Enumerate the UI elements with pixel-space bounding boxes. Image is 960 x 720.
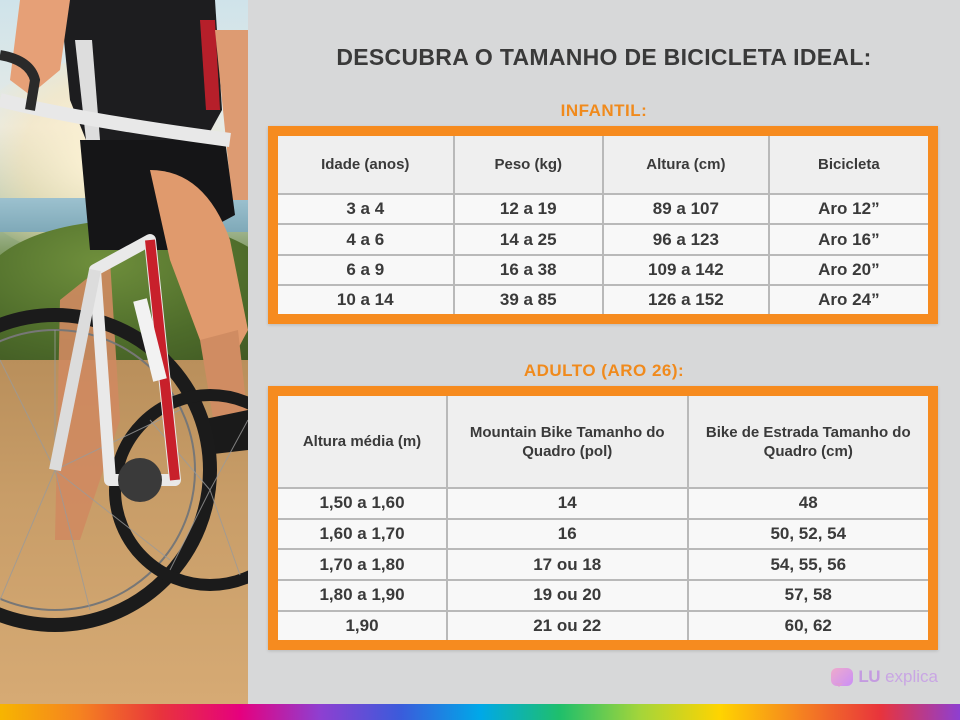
column-header: Altura (cm) bbox=[602, 136, 770, 195]
table-header-row: Idade (anos) Peso (kg) Altura (cm) Bicic… bbox=[278, 136, 928, 195]
table-cell: 16 a 38 bbox=[452, 253, 604, 287]
table-cell: 96 a 123 bbox=[602, 223, 770, 256]
table-row: 10 a 14 39 a 85 126 a 152 Aro 24” bbox=[278, 284, 928, 314]
table-cell: 39 a 85 bbox=[452, 284, 604, 314]
table-cell: Aro 24” bbox=[767, 284, 928, 314]
bicycle-rider-illustration bbox=[0, 0, 248, 632]
table-cell: 54, 55, 56 bbox=[686, 548, 928, 582]
table-cell: 126 a 152 bbox=[602, 284, 770, 314]
table-cell: 12 a 19 bbox=[452, 192, 604, 226]
page-title: DESCUBRA O TAMANHO DE BICICLETA IDEAL: bbox=[336, 44, 872, 70]
adulto-table-frame: Altura média (m) Mountain Bike Tamanho d… bbox=[268, 386, 938, 650]
table-cell: 4 a 6 bbox=[278, 223, 455, 256]
cyclist-photo bbox=[0, 0, 248, 704]
infantil-heading: INFANTIL: bbox=[560, 101, 648, 120]
brand-explica: explica bbox=[885, 667, 938, 686]
adulto-heading: ADULTO (ARO 26): bbox=[523, 361, 685, 380]
lu-explica-logo: LU explica bbox=[831, 667, 938, 687]
table-cell: 6 a 9 bbox=[278, 253, 455, 287]
rainbow-bar bbox=[0, 704, 960, 720]
table-cell: 1,50 a 1,60 bbox=[278, 487, 448, 520]
table-cell: 109 a 142 bbox=[602, 253, 770, 287]
table-row: 1,70 a 1,80 17 ou 18 54, 55, 56 bbox=[278, 548, 928, 582]
column-header: Bike de Estrada Tamanho do Quadro (cm) bbox=[686, 396, 928, 489]
table-row: 3 a 4 12 a 19 89 a 107 Aro 12” bbox=[278, 192, 928, 226]
table-cell: 14 bbox=[446, 487, 689, 520]
table-cell: Aro 16” bbox=[767, 223, 928, 256]
table-cell: 10 a 14 bbox=[278, 284, 455, 314]
table-cell: Aro 20” bbox=[767, 253, 928, 287]
table-row: 1,60 a 1,70 16 50, 52, 54 bbox=[278, 517, 928, 551]
speech-bubble-icon bbox=[831, 668, 854, 687]
table-cell: 57, 58 bbox=[686, 579, 928, 612]
column-header: Peso (kg) bbox=[452, 136, 604, 195]
table-cell: 21 ou 22 bbox=[446, 609, 689, 640]
table-cell: 1,80 a 1,90 bbox=[278, 579, 448, 612]
column-header: Idade (anos) bbox=[278, 136, 455, 195]
column-header: Mountain Bike Tamanho do Quadro (pol) bbox=[446, 396, 689, 489]
table-row: 6 a 9 16 a 38 109 a 142 Aro 20” bbox=[278, 253, 928, 287]
column-header: Bicicleta bbox=[767, 136, 928, 195]
table-header-row: Altura média (m) Mountain Bike Tamanho d… bbox=[278, 396, 928, 489]
table-cell: 16 bbox=[446, 517, 689, 551]
table-row: 1,90 21 ou 22 60, 62 bbox=[278, 609, 928, 640]
adulto-table: Altura média (m) Mountain Bike Tamanho d… bbox=[278, 396, 928, 640]
table-cell: 1,70 a 1,80 bbox=[278, 548, 448, 582]
table-cell: 1,60 a 1,70 bbox=[278, 517, 448, 551]
table-cell: 89 a 107 bbox=[602, 192, 770, 226]
table-cell: 60, 62 bbox=[686, 609, 928, 640]
table-row: 1,80 a 1,90 19 ou 20 57, 58 bbox=[278, 579, 928, 612]
table-cell: 14 a 25 bbox=[452, 223, 604, 256]
column-header: Altura média (m) bbox=[278, 396, 448, 489]
table-cell: Aro 12” bbox=[767, 192, 928, 226]
table-cell: 17 ou 18 bbox=[446, 548, 689, 582]
infantil-table-frame: Idade (anos) Peso (kg) Altura (cm) Bicic… bbox=[268, 126, 938, 324]
brand-lu: LU bbox=[858, 667, 881, 686]
table-cell: 3 a 4 bbox=[278, 192, 455, 226]
table-cell: 19 ou 20 bbox=[446, 579, 689, 612]
table-row: 1,50 a 1,60 14 48 bbox=[278, 487, 928, 520]
table-row: 4 a 6 14 a 25 96 a 123 Aro 16” bbox=[278, 223, 928, 256]
infantil-table: Idade (anos) Peso (kg) Altura (cm) Bicic… bbox=[278, 136, 928, 314]
table-cell: 1,90 bbox=[278, 609, 448, 640]
table-cell: 48 bbox=[686, 487, 928, 520]
table-cell: 50, 52, 54 bbox=[686, 517, 928, 551]
